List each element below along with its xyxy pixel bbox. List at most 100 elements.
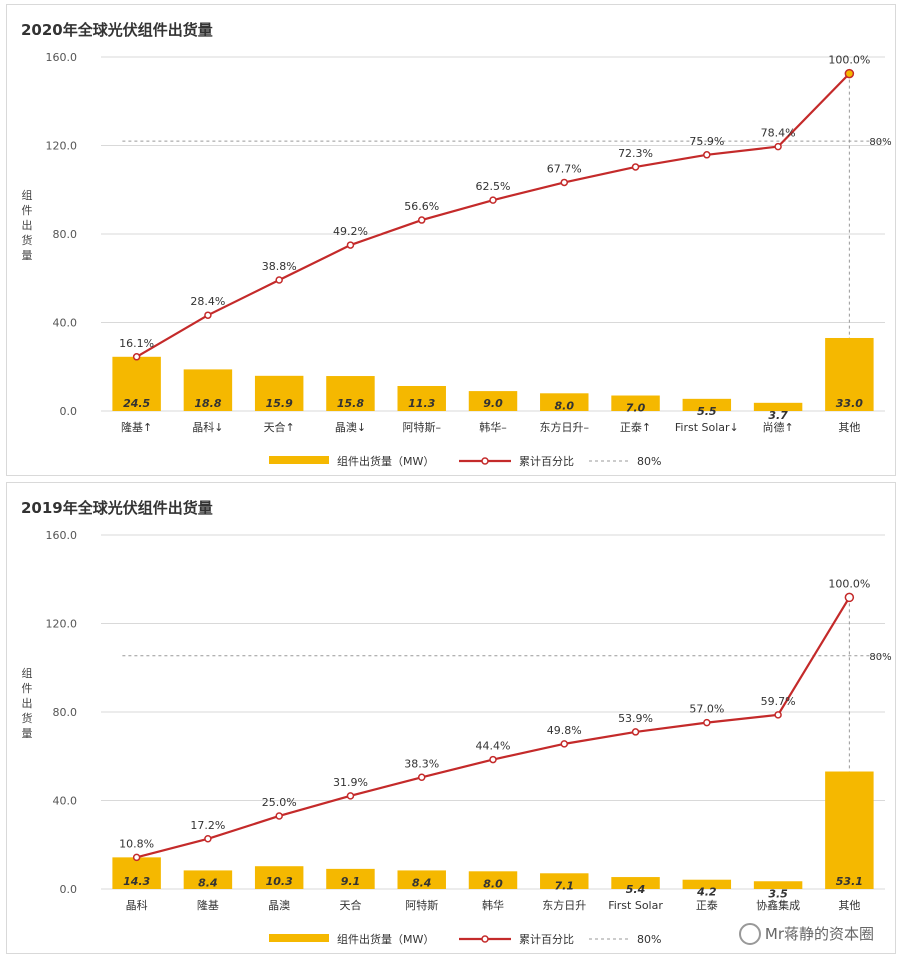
line-point [774, 142, 782, 151]
x-tick-label: 尚德↑ [762, 420, 793, 434]
bar [468, 871, 518, 889]
bar [753, 402, 803, 411]
bar-value-label: 15.8 [337, 397, 364, 410]
x-tick-label: 晶澳↓ [335, 421, 366, 434]
line-value-label: 49.8% [547, 724, 582, 737]
bar-value-label: 7.0 [626, 402, 646, 415]
legend-swatch-bar [269, 456, 329, 464]
legend-label-ref: 80% [637, 455, 661, 468]
reference-label: 80% [869, 137, 891, 148]
bar-value-label: 8.0 [483, 877, 503, 890]
line-value-label: 44.4% [476, 740, 511, 753]
x-tick-label: 韩华 [482, 898, 504, 912]
line-point [560, 740, 569, 748]
line-point [204, 311, 212, 319]
line-point [417, 773, 426, 782]
line-point [631, 728, 640, 736]
bar [326, 376, 375, 411]
y-tick-label: 80.0 [53, 228, 78, 241]
line-value-label: 17.2% [190, 819, 225, 832]
x-tick-label: 协鑫集成 [756, 898, 800, 912]
chart-panel-2020: 2020年全球光伏组件出货量 0.0 40.0 80.0 120.0 160.0 组件出货… [6, 4, 896, 476]
legend-label-line: 累计百分比 [519, 933, 574, 946]
bar [397, 870, 446, 889]
x-tick-label: 晶澳 [268, 899, 290, 912]
y-tick-label: 120.0 [46, 618, 78, 631]
line-value-label: 56.6% [404, 200, 439, 213]
x-tick-label: 隆基 [197, 898, 219, 912]
x-tick-label: 天合↑ [264, 420, 295, 434]
bar [825, 337, 874, 411]
line-point [489, 196, 497, 204]
line-point [204, 835, 212, 843]
bar-value-label: 8.4 [412, 876, 432, 889]
bar [254, 866, 304, 889]
x-tick-label: 天合 [339, 898, 361, 912]
bar [682, 398, 732, 411]
line-value-label: 57.0% [689, 703, 724, 716]
line-point [346, 241, 355, 249]
legend-swatch-marker [481, 935, 489, 943]
bar-value-label: 9.0 [483, 397, 503, 410]
line-value-label: 100.0% [828, 54, 870, 67]
bar-value-label: 3.5 [768, 887, 788, 900]
line-point [631, 163, 640, 171]
line-value-label: 75.9% [689, 135, 724, 148]
bar-value-label: 7.1 [555, 879, 575, 892]
line-value-label: 31.9% [333, 776, 368, 789]
chart-title: 2020年全球光伏组件出货量 [21, 21, 213, 39]
bar-value-label: 9.1 [341, 875, 361, 888]
y-tick-label: 0.0 [60, 883, 78, 896]
bar [753, 881, 803, 889]
y-axis-label: 组件出货量 [22, 666, 33, 740]
x-tick-label: 晶科↓ [192, 420, 223, 434]
y-tick-label: 0.0 [60, 405, 78, 418]
legend-label-ref: 80% [637, 933, 661, 946]
legend-label-bar: 组件出货量（MW） [337, 454, 434, 468]
line-value-label: 38.3% [404, 757, 439, 770]
reference-label: 80% [869, 652, 891, 663]
bar [611, 395, 660, 411]
chart-title: 2019年全球光伏组件出货量 [21, 499, 213, 517]
line-point [844, 68, 855, 79]
bar [682, 879, 732, 889]
bar-value-label: 53.1 [836, 875, 863, 888]
y-tick-label: 40.0 [53, 795, 78, 808]
line-point [132, 853, 141, 862]
line-value-label: 67.7% [547, 162, 582, 175]
bar [183, 870, 233, 889]
bar [540, 393, 589, 411]
watermark-text: Mr蒋静的资本圈 [764, 924, 874, 943]
x-tick-label: 东方日升– [540, 420, 590, 434]
bar [112, 857, 161, 889]
chart-svg-2019: 0.0 40.0 80.0 120.0 160.0 组件出货量 14.3 晶科 8.4 隆基 10.… [22, 529, 892, 946]
line-value-label: 59.7% [761, 695, 796, 708]
x-tick-label: 阿特斯– [402, 420, 441, 434]
x-tick-label: 其他 [838, 899, 860, 912]
bar-value-label: 24.5 [123, 397, 150, 410]
chart-svg-2020: 0.0 40.0 80.0 120.0 160.0 组件出货量 24.5 隆基↑ 18.8 晶科↓… [22, 51, 892, 468]
line-point [703, 151, 711, 159]
line-value-label: 25.0% [262, 796, 297, 809]
line-point [346, 792, 355, 800]
line-point [703, 718, 711, 727]
bar [611, 877, 660, 889]
x-tick-label: 正泰 [696, 898, 718, 912]
bar-value-label: 8.0 [555, 399, 575, 412]
line-value-label: 38.8% [262, 260, 297, 273]
line-point [275, 812, 283, 820]
bar-value-label: 5.4 [626, 883, 646, 896]
bar [326, 868, 375, 889]
legend-label-bar: 组件出货量（MW） [337, 932, 434, 946]
line-value-label: 53.9% [618, 712, 653, 725]
line-value-label: 16.1% [119, 337, 154, 350]
wechat-icon [738, 923, 761, 945]
bar [254, 375, 304, 411]
cumulative-line [136, 596, 851, 859]
line-point [489, 755, 497, 764]
legend-label-line: 累计百分比 [519, 455, 574, 468]
chart-panel-2019: 2019年全球光伏组件出货量 0.0 40.0 80.0 120.0 160.0 组件出货… [6, 482, 896, 954]
bar-value-label: 14.3 [123, 875, 150, 888]
bar-value-label: 10.3 [266, 875, 293, 888]
y-tick-label: 80.0 [53, 706, 78, 719]
